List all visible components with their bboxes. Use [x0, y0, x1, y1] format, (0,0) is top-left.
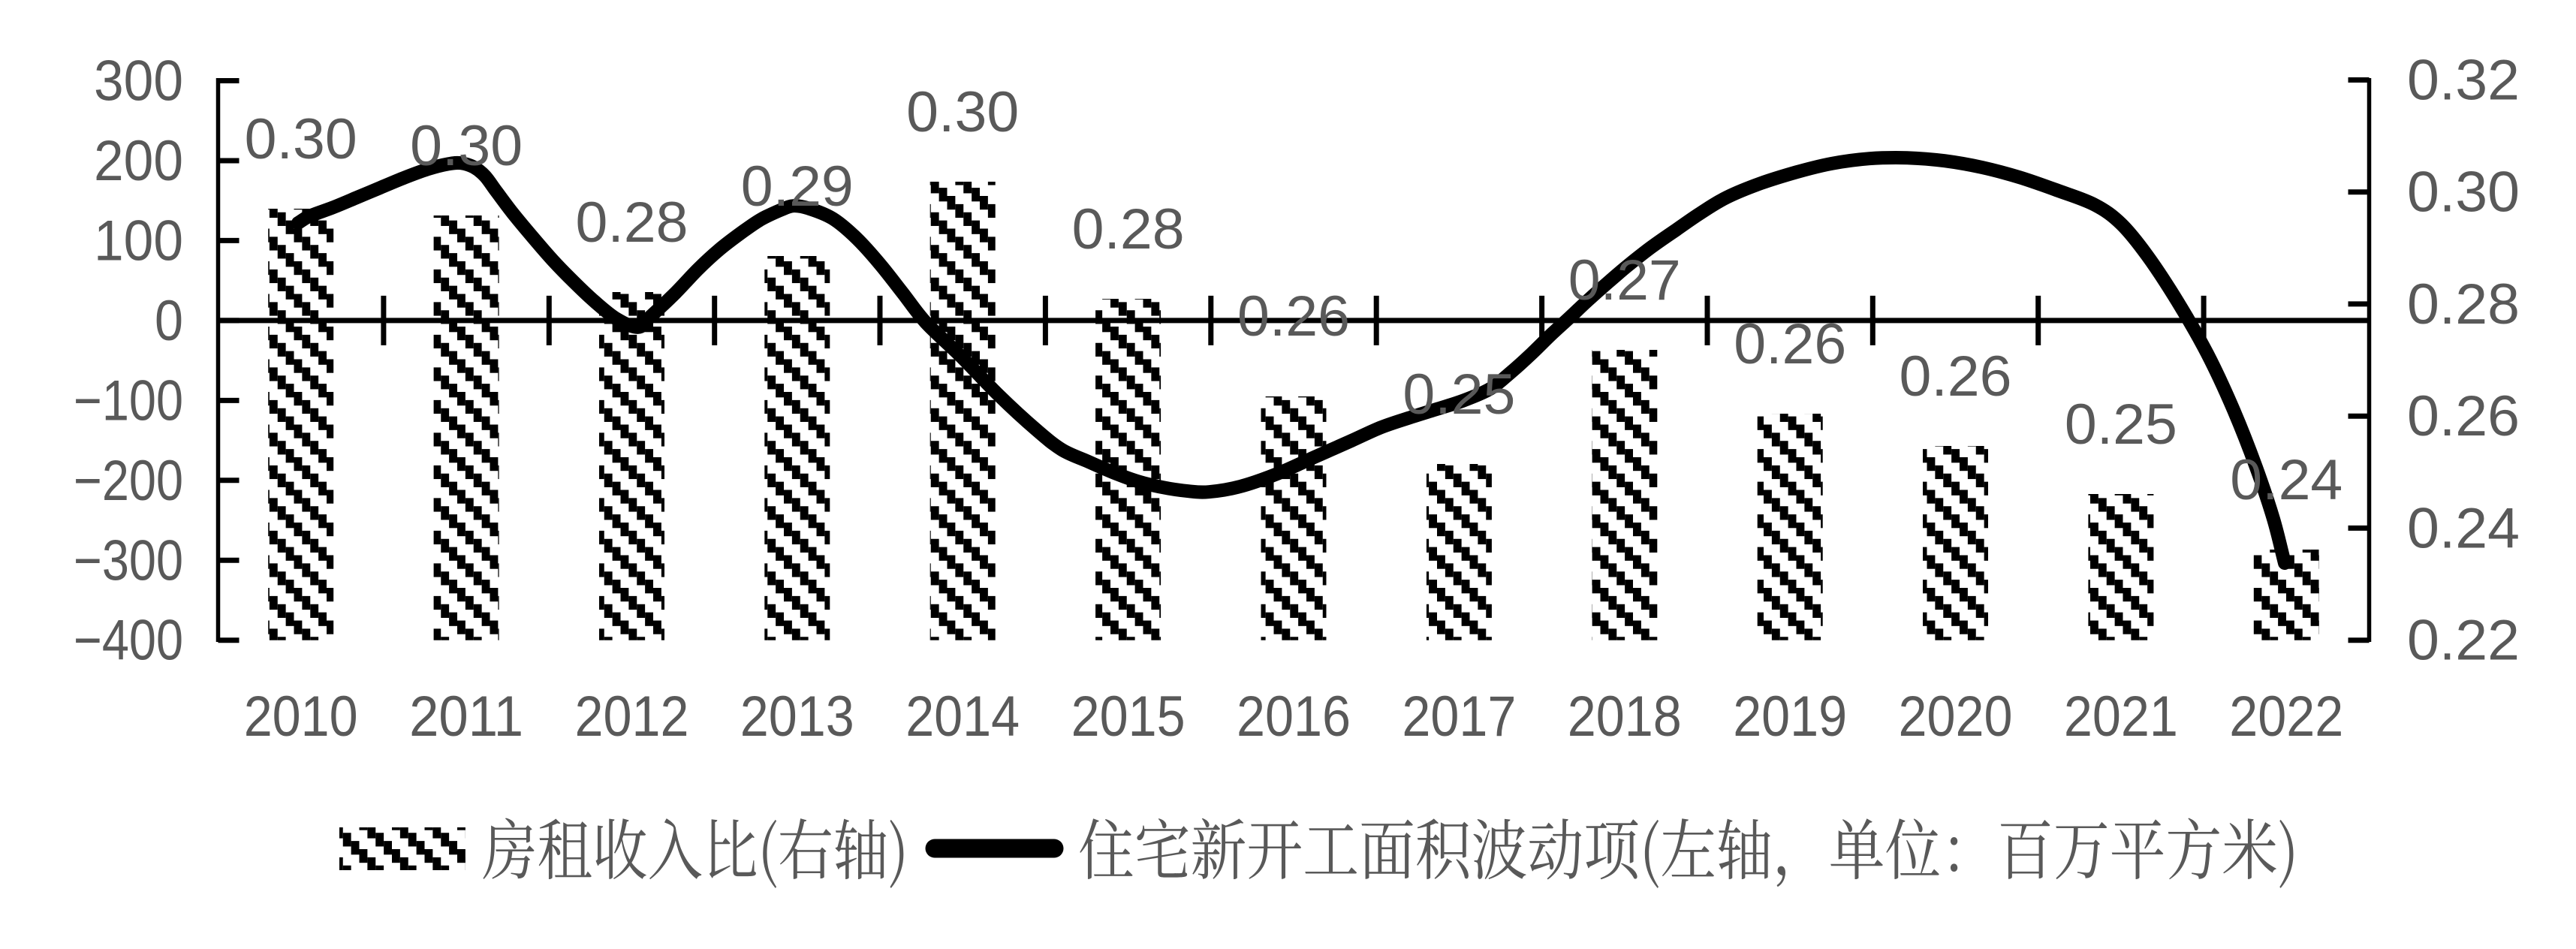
svg-text:2015: 2015 — [1071, 685, 1186, 749]
svg-text:2011: 2011 — [409, 685, 523, 749]
svg-text:0.30: 0.30 — [245, 107, 357, 171]
svg-text:0.25: 0.25 — [2065, 393, 2177, 456]
svg-text:2014: 2014 — [905, 685, 1020, 749]
svg-text:0.30: 0.30 — [2407, 161, 2520, 224]
svg-text:0.30: 0.30 — [410, 114, 523, 178]
svg-text:−100: −100 — [74, 369, 183, 432]
svg-text:2012: 2012 — [575, 685, 689, 749]
svg-text:−400: −400 — [74, 609, 183, 673]
svg-text:2016: 2016 — [1237, 685, 1351, 749]
svg-text:0.28: 0.28 — [1072, 197, 1185, 261]
svg-text:0.28: 0.28 — [576, 191, 688, 255]
svg-text:0.26: 0.26 — [1900, 345, 2012, 408]
svg-text:0.28: 0.28 — [2407, 273, 2520, 336]
svg-text:0.26: 0.26 — [1734, 312, 1846, 376]
svg-text:0.27: 0.27 — [1568, 249, 1681, 312]
svg-text:2018: 2018 — [1568, 685, 1682, 749]
svg-text:0.32: 0.32 — [2407, 49, 2520, 113]
svg-text:2013: 2013 — [740, 685, 854, 749]
svg-text:2017: 2017 — [1402, 685, 1516, 749]
svg-text:0.24: 0.24 — [2230, 448, 2343, 512]
svg-text:0.26: 0.26 — [2407, 384, 2520, 448]
svg-text:2020: 2020 — [1899, 685, 2013, 749]
svg-text:2022: 2022 — [2229, 685, 2343, 749]
svg-text:0.29: 0.29 — [741, 155, 854, 218]
svg-text:2021: 2021 — [2064, 685, 2178, 749]
svg-text:2010: 2010 — [244, 685, 358, 749]
svg-text:0.24: 0.24 — [2407, 496, 2520, 560]
svg-text:0: 0 — [155, 289, 183, 353]
svg-text:0.30: 0.30 — [906, 80, 1019, 144]
svg-text:2019: 2019 — [1733, 685, 1847, 749]
svg-text:200: 200 — [94, 129, 183, 193]
svg-text:100: 100 — [94, 209, 183, 273]
svg-text:0.22: 0.22 — [2407, 609, 2520, 673]
svg-text:0.25: 0.25 — [1402, 363, 1515, 426]
svg-text:−200: −200 — [74, 449, 183, 513]
svg-text:0.26: 0.26 — [1237, 285, 1350, 348]
svg-text:300: 300 — [94, 50, 183, 113]
svg-text:−300: −300 — [74, 529, 183, 592]
